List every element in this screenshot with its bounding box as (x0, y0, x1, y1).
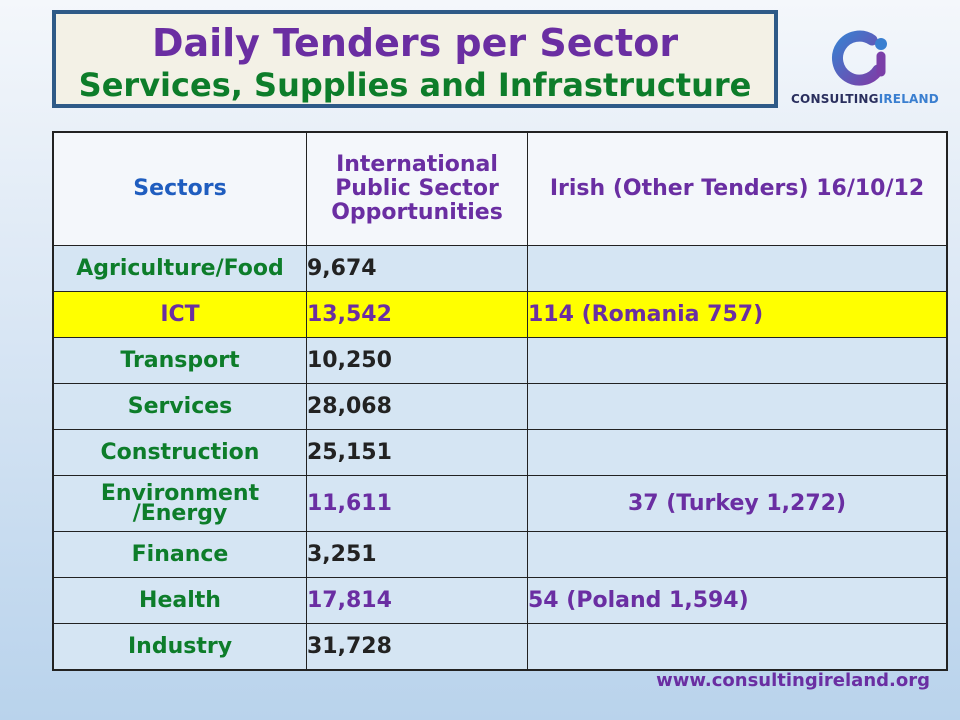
tenders-table: Sectors International Public Sector Oppo… (52, 131, 948, 671)
sector-cell: Environment /Energy (52, 475, 307, 532)
sector-cell: ICT (52, 291, 307, 338)
intl-cell: 31,728 (306, 623, 528, 671)
table-row: Industry 31,728 (52, 623, 948, 671)
table-row: Finance 3,251 (52, 531, 948, 578)
header-sectors: Sectors (52, 131, 307, 246)
logo-text: CONSULTINGIRELAND (791, 92, 939, 106)
header-international: International Public Sector Opportunitie… (306, 131, 528, 246)
irish-cell: 114 (Romania 757) (527, 291, 948, 338)
irish-cell (527, 383, 948, 430)
irish-cell (527, 429, 948, 476)
header-irish: Irish (Other Tenders) 16/10/12 (527, 131, 948, 246)
irish-cell: 54 (Poland 1,594) (527, 577, 948, 624)
table-row: Services 28,068 (52, 383, 948, 430)
irish-cell (527, 245, 948, 292)
intl-cell: 11,611 (306, 475, 528, 532)
title-subtitle: Services, Supplies and Infrastructure (78, 66, 752, 104)
table-row: Transport 10,250 (52, 337, 948, 384)
intl-cell: 17,814 (306, 577, 528, 624)
website-link[interactable]: www.consultingireland.org (656, 670, 930, 691)
table-header-row: Sectors International Public Sector Oppo… (52, 131, 948, 246)
irish-cell (527, 623, 948, 671)
title-main: Daily Tenders per Sector (151, 21, 679, 65)
intl-cell: 25,151 (306, 429, 528, 476)
irish-cell: 37 (Turkey 1,272) (527, 475, 948, 532)
table-row: Construction 25,151 (52, 429, 948, 476)
intl-cell: 3,251 (306, 531, 528, 578)
irish-cell (527, 531, 948, 578)
sector-cell: Agriculture/Food (52, 245, 307, 292)
sector-cell: Services (52, 383, 307, 430)
intl-cell: 9,674 (306, 245, 528, 292)
table-row: Environment /Energy 11,611 37 (Turkey 1,… (52, 475, 948, 532)
sector-cell: Industry (52, 623, 307, 671)
table-row: Agriculture/Food 9,674 (52, 245, 948, 292)
table-row: Health 17,814 54 (Poland 1,594) (52, 577, 948, 624)
consulting-ireland-logo: CONSULTINGIRELAND (790, 30, 940, 110)
title-box: Daily Tenders per Sector Services, Suppl… (52, 10, 778, 108)
intl-cell: 28,068 (306, 383, 528, 430)
sector-cell: Finance (52, 531, 307, 578)
table-row-highlighted: ICT 13,542 114 (Romania 757) (52, 291, 948, 338)
irish-cell (527, 337, 948, 384)
sector-cell: Health (52, 577, 307, 624)
intl-cell: 13,542 (306, 291, 528, 338)
intl-cell: 10,250 (306, 337, 528, 384)
consulting-ireland-logo-icon (832, 30, 887, 86)
sector-cell: Construction (52, 429, 307, 476)
sector-cell: Transport (52, 337, 307, 384)
